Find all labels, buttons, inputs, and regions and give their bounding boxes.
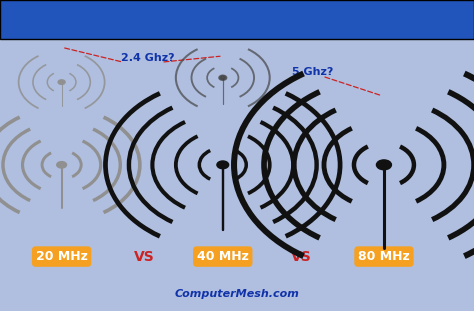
Circle shape [217,161,228,169]
Text: 40 MHz: 40 MHz [197,250,249,263]
Text: 20 MHz: 20 MHz [36,250,88,263]
Circle shape [376,160,392,170]
Text: Wi-Fi Channel Width Explained: Wi-Fi Channel Width Explained [93,11,381,29]
Text: VS: VS [134,249,155,264]
Text: 5 Ghz?: 5 Ghz? [292,67,333,77]
FancyBboxPatch shape [0,0,474,39]
Circle shape [57,162,66,168]
Circle shape [219,75,227,80]
Text: 2.4 Ghz?: 2.4 Ghz? [121,53,174,63]
Circle shape [380,162,388,168]
Circle shape [220,76,225,79]
Circle shape [58,80,65,85]
Circle shape [59,81,64,84]
Circle shape [59,163,64,167]
Text: VS: VS [291,249,311,264]
Circle shape [219,163,226,167]
Text: ComputerMesh.com: ComputerMesh.com [174,289,300,299]
Text: 80 MHz: 80 MHz [358,250,410,263]
